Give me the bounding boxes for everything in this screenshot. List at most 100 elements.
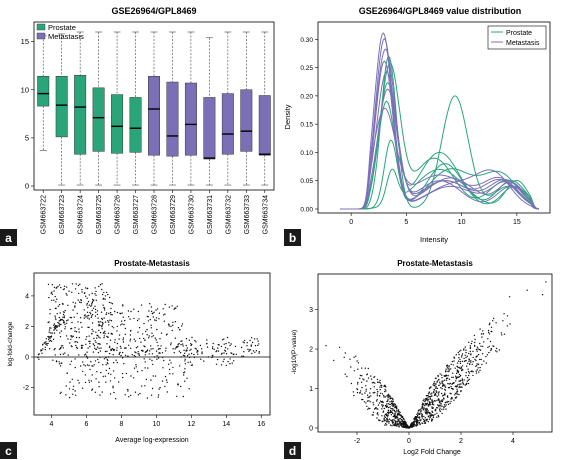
- volcano-point: [493, 345, 495, 347]
- volcano-point: [460, 383, 462, 385]
- panel-b-x-tick-label: 10: [458, 219, 466, 226]
- volcano-point: [419, 409, 422, 411]
- density-curve-prostate: [340, 139, 540, 210]
- volcano-point: [378, 402, 381, 404]
- volcano-point: [472, 361, 474, 363]
- volcano-point: [376, 399, 378, 401]
- panel-a-y-tick-label: 5: [25, 133, 29, 142]
- volcano-point: [451, 360, 453, 363]
- ma-point: [128, 344, 130, 346]
- ma-point: [93, 345, 96, 347]
- ma-point: [128, 316, 130, 318]
- volcano-point: [460, 379, 462, 382]
- ma-point: [158, 388, 160, 390]
- volcano-point: [419, 417, 421, 419]
- volcano-point: [379, 382, 382, 384]
- volcano-point: [436, 399, 438, 402]
- volcano-point: [441, 405, 443, 407]
- volcano-point: [392, 400, 394, 403]
- volcano-point: [475, 365, 477, 367]
- ma-point: [83, 309, 86, 311]
- ma-point: [86, 304, 88, 306]
- ma-point: [186, 377, 188, 379]
- ma-point: [51, 299, 53, 301]
- volcano-point: [389, 397, 391, 400]
- volcano-point: [465, 351, 467, 354]
- volcano-point: [388, 412, 390, 415]
- volcano-point: [384, 416, 386, 418]
- volcano-point: [454, 394, 456, 396]
- volcano-point: [427, 405, 430, 407]
- ma-point: [190, 348, 192, 350]
- ma-point: [227, 361, 229, 363]
- panel-c-x-tick-label: 12: [187, 421, 195, 428]
- ma-point: [254, 344, 257, 347]
- volcano-point: [381, 400, 384, 403]
- ma-point: [101, 293, 104, 296]
- ma-point: [54, 317, 57, 319]
- volcano-point: [377, 412, 379, 414]
- volcano-point: [452, 372, 454, 374]
- volcano-point: [437, 392, 440, 394]
- panel-label-b-text: b: [289, 231, 296, 245]
- ma-point: [220, 345, 223, 348]
- volcano-point: [373, 376, 375, 378]
- ma-point: [88, 304, 91, 306]
- volcano-point: [461, 353, 464, 355]
- ma-point: [56, 329, 58, 331]
- ma-point: [174, 337, 176, 339]
- ma-point: [85, 343, 87, 345]
- ma-point: [101, 324, 104, 326]
- ma-point: [224, 349, 226, 351]
- ma-point: [184, 360, 186, 362]
- volcano-point: [450, 387, 453, 390]
- panel-a-x-tick-label: GSM663734: [262, 195, 269, 234]
- ma-point: [152, 335, 155, 337]
- ma-point: [254, 351, 256, 353]
- volcano-point: [426, 402, 429, 404]
- ma-point: [155, 339, 157, 341]
- ma-point: [91, 314, 94, 316]
- ma-point: [154, 375, 157, 377]
- volcano-point: [439, 373, 441, 375]
- ma-point: [55, 301, 57, 303]
- volcano-point: [427, 398, 429, 401]
- ma-point: [111, 303, 114, 305]
- ma-point: [248, 350, 250, 353]
- panel-b-x-tick-label: 15: [513, 219, 521, 226]
- ma-point: [215, 350, 217, 353]
- ma-point: [112, 354, 114, 356]
- ma-point: [133, 308, 135, 310]
- ma-point: [138, 318, 140, 320]
- ma-point: [74, 341, 76, 343]
- ma-point: [135, 364, 137, 366]
- ma-point: [166, 381, 168, 383]
- volcano-point: [393, 414, 395, 416]
- ma-point: [223, 358, 225, 360]
- ma-point: [106, 362, 109, 364]
- ma-point: [87, 306, 89, 309]
- volcano-point: [442, 399, 444, 401]
- ma-point: [91, 315, 93, 317]
- volcano-point: [450, 398, 452, 400]
- volcano-point: [468, 378, 471, 380]
- ma-point: [247, 348, 249, 350]
- ma-point: [69, 316, 71, 319]
- ma-point: [184, 358, 186, 360]
- ma-point: [74, 305, 76, 307]
- ma-point: [133, 354, 136, 357]
- ma-point: [73, 316, 75, 318]
- ma-point: [87, 300, 90, 303]
- volcano-point: [420, 412, 422, 415]
- volcano-point: [483, 360, 485, 362]
- volcano-point: [441, 374, 443, 376]
- volcano-point: [401, 423, 404, 425]
- ma-point: [95, 341, 97, 344]
- volcano-point: [441, 382, 444, 384]
- volcano-point: [365, 388, 367, 390]
- panel-b-y-tick-label: 0.10: [300, 150, 313, 157]
- ma-point: [63, 288, 66, 290]
- volcano-point: [443, 375, 445, 377]
- volcano-point: [390, 407, 392, 410]
- volcano-point: [474, 345, 476, 347]
